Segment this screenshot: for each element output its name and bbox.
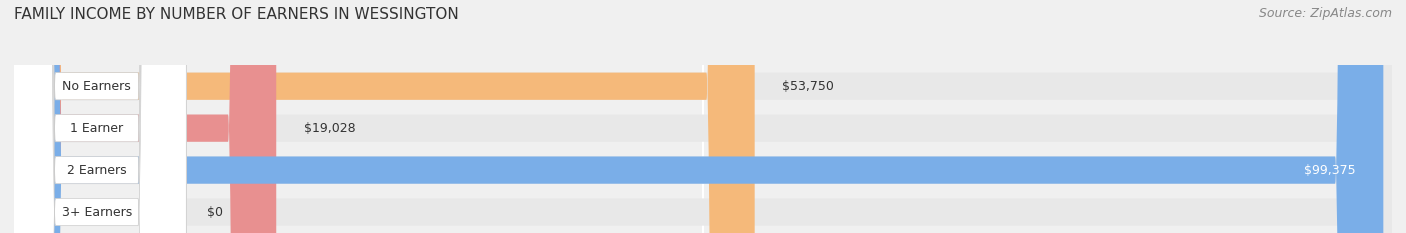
FancyBboxPatch shape [14, 0, 1384, 233]
Text: 3+ Earners: 3+ Earners [62, 206, 132, 219]
Text: $19,028: $19,028 [304, 122, 356, 135]
FancyBboxPatch shape [7, 0, 187, 233]
FancyBboxPatch shape [14, 0, 755, 233]
FancyBboxPatch shape [14, 0, 1392, 233]
FancyBboxPatch shape [14, 0, 1392, 233]
Text: 1 Earner: 1 Earner [70, 122, 124, 135]
FancyBboxPatch shape [14, 0, 1392, 233]
FancyBboxPatch shape [14, 0, 1392, 233]
Text: FAMILY INCOME BY NUMBER OF EARNERS IN WESSINGTON: FAMILY INCOME BY NUMBER OF EARNERS IN WE… [14, 7, 458, 22]
Text: $53,750: $53,750 [782, 80, 834, 93]
Text: $0: $0 [207, 206, 224, 219]
Text: 2 Earners: 2 Earners [67, 164, 127, 177]
FancyBboxPatch shape [7, 0, 187, 233]
FancyBboxPatch shape [7, 0, 187, 233]
Text: Source: ZipAtlas.com: Source: ZipAtlas.com [1258, 7, 1392, 20]
Text: $99,375: $99,375 [1305, 164, 1355, 177]
FancyBboxPatch shape [7, 0, 187, 233]
Text: No Earners: No Earners [62, 80, 131, 93]
FancyBboxPatch shape [14, 0, 276, 233]
